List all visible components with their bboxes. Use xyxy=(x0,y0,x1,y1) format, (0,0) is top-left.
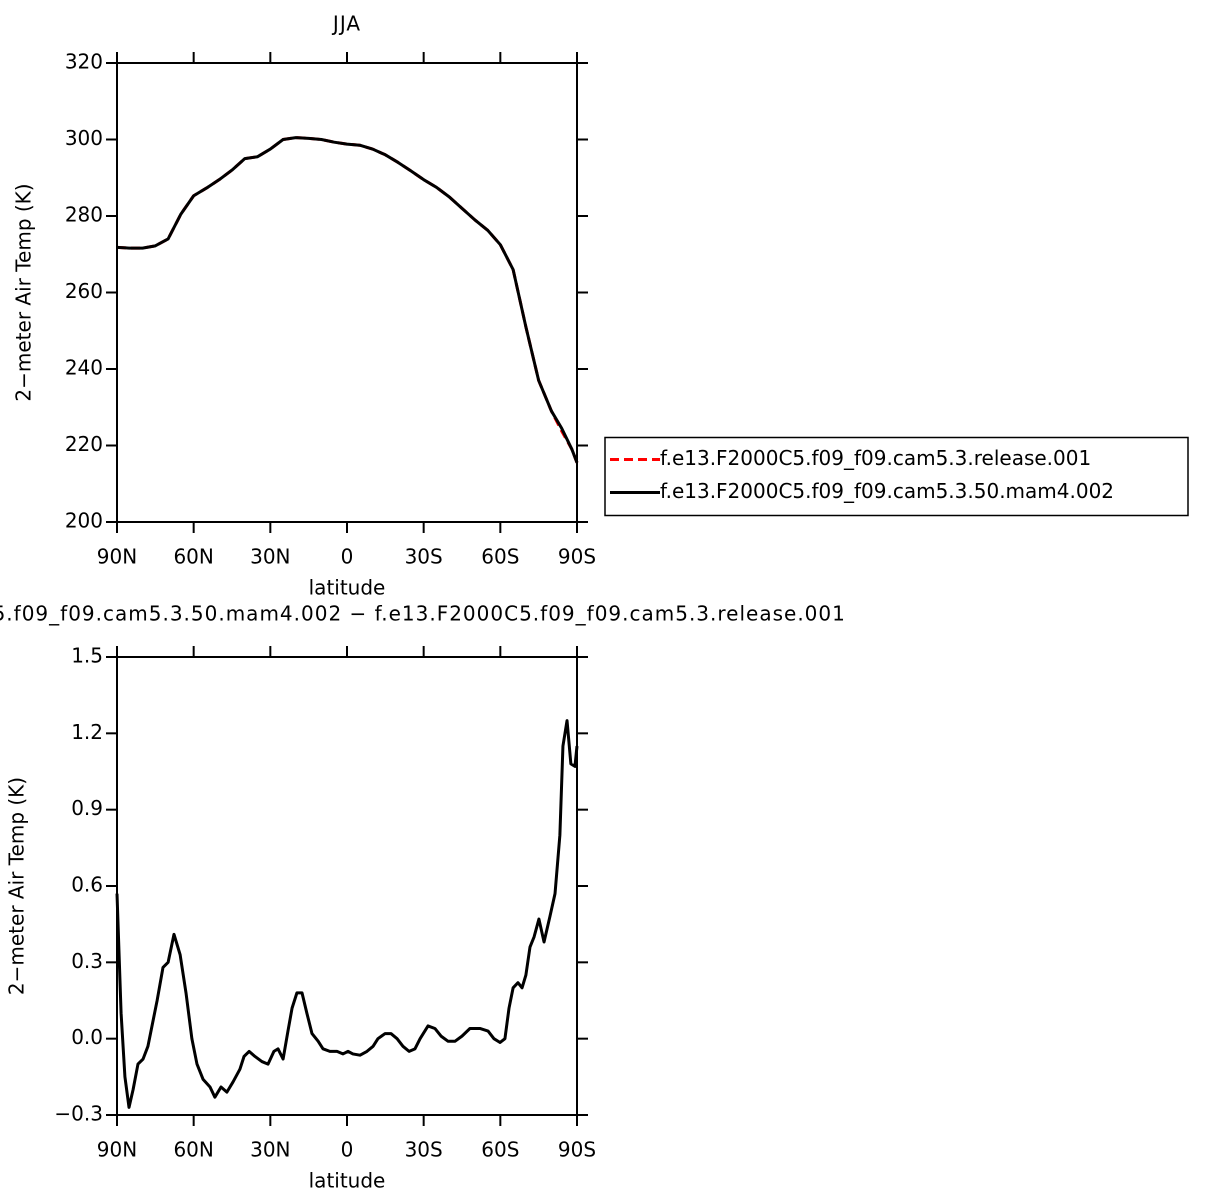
chart-title: f.e13.F2000C5.f09_f09.cam5.3.50.mam4.002… xyxy=(0,602,846,626)
legend-label: f.e13.F2000C5.f09_f09.cam5.3.50.mam4.002 xyxy=(660,479,1114,503)
x-tick-label: 90N xyxy=(97,1138,137,1162)
data-line xyxy=(116,136,579,464)
x-tick-label: 60N xyxy=(173,1138,213,1162)
y-tick-label: 320 xyxy=(65,50,103,74)
y-axis-label: 2−meter Air Temp (K) xyxy=(12,183,36,401)
legend-label: f.e13.F2000C5.f09_f09.cam5.3.release.001 xyxy=(660,446,1091,470)
y-tick-label: 0.6 xyxy=(71,873,103,897)
x-tick-label: 30S xyxy=(405,545,443,569)
x-tick-label: 0 xyxy=(341,545,354,569)
x-tick-label: 60S xyxy=(481,1138,519,1162)
plot-frame xyxy=(116,62,578,523)
x-tick-label: 60N xyxy=(173,545,213,569)
x-tick-label: 30S xyxy=(405,1138,443,1162)
plot-frame xyxy=(116,656,578,1116)
chart-title: JJA xyxy=(331,12,361,36)
x-tick-label: 30N xyxy=(250,1138,290,1162)
y-tick-label: 1.5 xyxy=(71,644,103,668)
x-tick-label: 90S xyxy=(558,1138,596,1162)
y-tick-label: 0.0 xyxy=(71,1025,103,1049)
y-tick-label: 0.3 xyxy=(71,949,103,973)
y-tick-label: 200 xyxy=(65,509,103,533)
x-axis-label: latitude xyxy=(309,576,386,600)
y-tick-label: −0.3 xyxy=(54,1102,103,1126)
x-tick-label: 0 xyxy=(341,1138,354,1162)
y-axis-label: 2−meter Air Temp (K) xyxy=(5,777,29,995)
data-line xyxy=(116,136,579,464)
y-tick-label: 300 xyxy=(65,126,103,150)
x-axis-label: latitude xyxy=(309,1169,386,1193)
y-tick-label: 1.2 xyxy=(71,720,103,744)
y-tick-label: 240 xyxy=(65,356,103,380)
y-tick-label: 220 xyxy=(65,432,103,456)
x-tick-label: 90S xyxy=(558,545,596,569)
y-tick-label: 280 xyxy=(65,203,103,227)
y-tick-label: 260 xyxy=(65,279,103,303)
x-tick-label: 60S xyxy=(481,545,519,569)
legend-box xyxy=(604,436,1189,517)
x-tick-label: 90N xyxy=(97,545,137,569)
x-tick-label: 30N xyxy=(250,545,290,569)
data-line xyxy=(115,719,579,1109)
y-tick-label: 0.9 xyxy=(71,796,103,820)
